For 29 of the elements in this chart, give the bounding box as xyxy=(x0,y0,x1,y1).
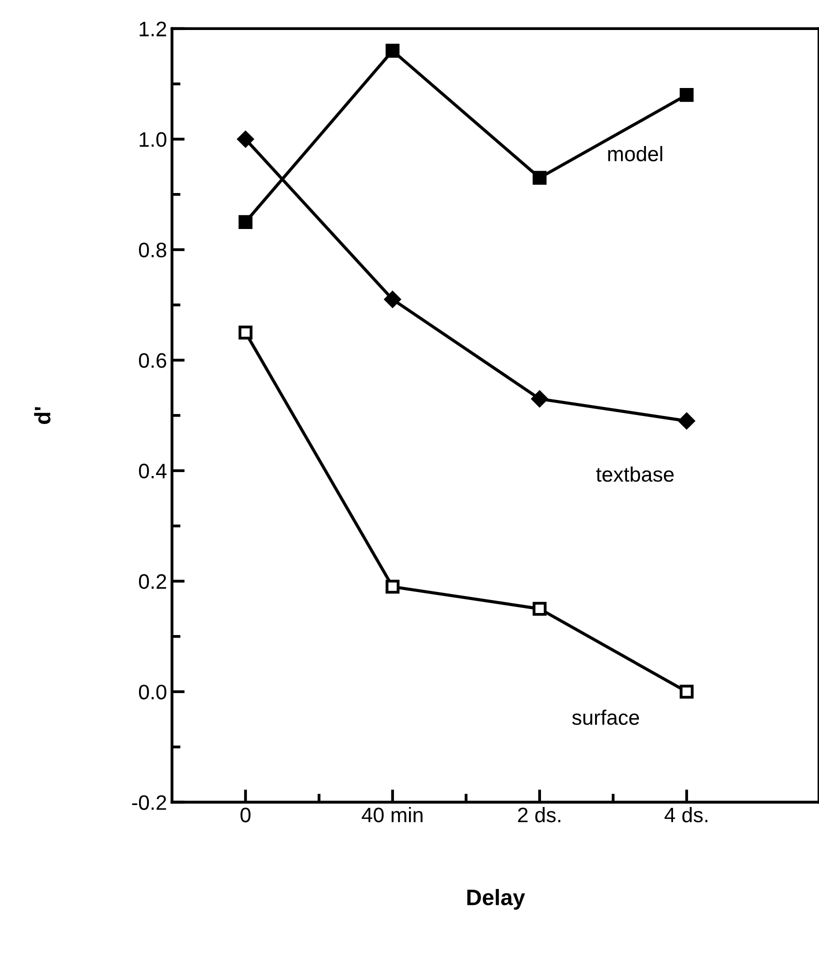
x-tick-label: 0 xyxy=(240,808,250,822)
point xyxy=(680,684,694,699)
x-tick-label: 4 ds. xyxy=(664,807,708,822)
point xyxy=(386,44,400,58)
y-axis-title: d' xyxy=(34,407,50,424)
point xyxy=(386,580,400,594)
point xyxy=(238,215,252,229)
y-tick-label: 0.4 xyxy=(138,464,167,478)
x-tick-label: 40 min xyxy=(362,807,422,822)
x-tick-label: 2 ds. xyxy=(518,807,560,822)
series-label: textbase xyxy=(596,466,674,482)
y-tick-label: -0.2 xyxy=(132,795,166,810)
y-tick-label: 0.2 xyxy=(138,574,166,589)
y-tick-label: 0.6 xyxy=(138,353,166,368)
point xyxy=(531,390,548,408)
y-tick-label: 1.2 xyxy=(140,22,166,36)
point xyxy=(237,130,254,148)
y-tick-label: 0.0 xyxy=(138,684,166,700)
series-label: model xyxy=(608,146,662,162)
point xyxy=(680,88,694,102)
y-tick-label: 1.0 xyxy=(140,132,166,147)
y-tick-label: 0.8 xyxy=(138,242,166,258)
point xyxy=(678,412,695,430)
point xyxy=(384,291,401,308)
x-axis-title: Delay xyxy=(467,888,526,910)
series-label: surface xyxy=(572,710,640,725)
point xyxy=(532,170,547,185)
point xyxy=(238,326,252,340)
point xyxy=(532,602,547,616)
